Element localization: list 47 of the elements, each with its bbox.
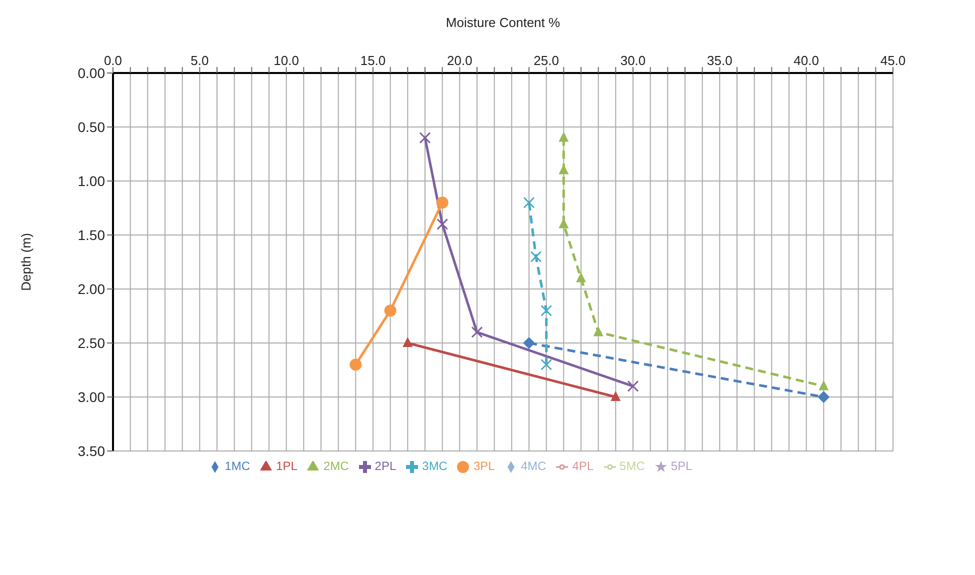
point — [818, 380, 829, 390]
y-tick-label: 3.50 — [78, 442, 106, 459]
x-tick-label: 45.0 — [880, 53, 906, 68]
y-tick-label: 0.00 — [78, 64, 106, 81]
point — [523, 337, 535, 349]
point — [593, 326, 604, 336]
point — [350, 358, 362, 371]
x-tick-label: 5.0 — [190, 53, 209, 68]
legend-label: 4PL — [572, 459, 594, 473]
legend-label: 5PL — [670, 459, 692, 473]
y-tick-label: 2.00 — [78, 280, 106, 297]
legend-label: 3PL — [473, 459, 495, 473]
point — [818, 391, 830, 403]
x-tick-label: 0.0 — [104, 53, 122, 68]
legend-label: 1PL — [276, 459, 298, 473]
x-tick-label: 40.0 — [794, 53, 819, 68]
x-tick-label: 20.0 — [447, 53, 472, 68]
x-tick-label: 25.0 — [534, 53, 559, 68]
point — [436, 218, 448, 230]
legend-label: 5MC — [620, 459, 645, 473]
x-tick-label: 35.0 — [707, 53, 732, 68]
point — [436, 196, 448, 209]
x-tick-label: 30.0 — [620, 53, 646, 68]
y-tick-label: 0.50 — [78, 118, 106, 135]
point — [540, 358, 552, 370]
x-tick-label: 15.0 — [360, 53, 386, 68]
point — [558, 132, 569, 142]
point — [530, 250, 542, 262]
legend-label: 1MC — [224, 459, 250, 473]
legend-label: 2MC — [323, 459, 349, 473]
y-tick-label: 2.50 — [78, 334, 106, 351]
point — [576, 272, 586, 282]
point — [384, 304, 396, 317]
y-tick-label: 1.00 — [78, 172, 106, 189]
y-tick-label: 1.50 — [78, 226, 106, 243]
legend-label: 3MC — [422, 459, 448, 473]
legend-label: 2PL — [374, 459, 396, 473]
legend-label: 4MC — [520, 459, 546, 473]
x-tick-label: 10.0 — [274, 53, 299, 68]
y-axis-title: Depth (m) — [18, 233, 34, 291]
x-axis-title: Moisture Content % — [446, 15, 561, 30]
point — [419, 132, 431, 144]
point — [471, 326, 483, 338]
point — [540, 304, 552, 316]
point — [523, 196, 535, 208]
y-tick-label: 3.00 — [78, 388, 106, 405]
point — [627, 380, 639, 392]
